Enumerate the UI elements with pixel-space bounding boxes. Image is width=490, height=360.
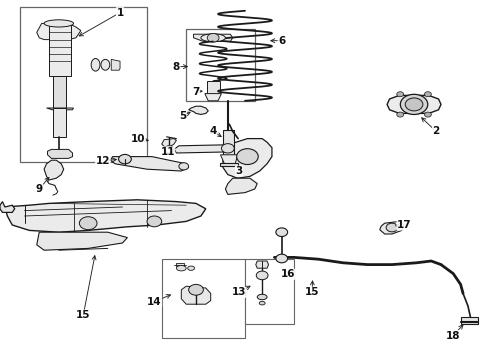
Polygon shape [220, 163, 238, 166]
Polygon shape [387, 95, 441, 113]
Polygon shape [461, 317, 478, 324]
Polygon shape [205, 94, 221, 101]
Polygon shape [47, 108, 74, 110]
Text: 10: 10 [131, 134, 146, 144]
Text: 15: 15 [305, 287, 319, 297]
Text: 2: 2 [433, 126, 440, 136]
Polygon shape [49, 25, 71, 76]
Polygon shape [37, 232, 127, 250]
Text: 7: 7 [192, 87, 200, 97]
Polygon shape [44, 160, 64, 180]
Polygon shape [207, 81, 220, 94]
Bar [245, 259, 294, 324]
Text: 18: 18 [446, 330, 461, 341]
Polygon shape [110, 157, 189, 171]
Circle shape [79, 217, 97, 230]
Circle shape [400, 94, 428, 114]
Circle shape [276, 254, 288, 263]
Circle shape [386, 223, 398, 232]
Polygon shape [162, 139, 176, 149]
Circle shape [397, 92, 404, 97]
Circle shape [276, 228, 288, 237]
Polygon shape [181, 286, 211, 304]
Polygon shape [5, 200, 206, 232]
Polygon shape [225, 178, 257, 194]
Text: 4: 4 [209, 126, 217, 136]
Ellipse shape [101, 59, 110, 70]
Polygon shape [174, 145, 233, 153]
Polygon shape [194, 34, 233, 41]
Text: 5: 5 [179, 111, 186, 121]
Text: 17: 17 [397, 220, 412, 230]
Polygon shape [220, 155, 238, 164]
Circle shape [237, 149, 258, 165]
Circle shape [424, 112, 431, 117]
Circle shape [397, 112, 404, 117]
Circle shape [119, 154, 131, 164]
Polygon shape [176, 263, 184, 266]
Polygon shape [189, 106, 208, 114]
Ellipse shape [44, 20, 74, 27]
Circle shape [147, 216, 162, 227]
Text: 11: 11 [160, 147, 175, 157]
Bar [20, 7, 147, 162]
Ellipse shape [91, 58, 100, 71]
Bar [162, 259, 245, 338]
Polygon shape [53, 76, 66, 108]
Text: 9: 9 [36, 184, 43, 194]
Circle shape [405, 98, 423, 111]
Polygon shape [37, 23, 81, 40]
Ellipse shape [188, 266, 195, 270]
Polygon shape [380, 221, 404, 234]
Text: 8: 8 [173, 62, 180, 72]
Polygon shape [223, 139, 272, 178]
Circle shape [164, 146, 174, 153]
Circle shape [189, 284, 203, 295]
Ellipse shape [201, 34, 225, 42]
Polygon shape [0, 202, 15, 212]
Ellipse shape [259, 301, 265, 305]
Circle shape [256, 271, 268, 280]
Text: 6: 6 [278, 36, 285, 46]
Ellipse shape [257, 294, 267, 300]
Text: 16: 16 [280, 269, 295, 279]
Bar [186, 29, 255, 101]
Text: 1: 1 [117, 8, 123, 18]
Text: 3: 3 [236, 166, 243, 176]
Text: 12: 12 [96, 156, 110, 166]
Polygon shape [48, 149, 73, 158]
Circle shape [221, 144, 234, 153]
Text: 14: 14 [147, 297, 162, 307]
Text: 15: 15 [76, 310, 91, 320]
Polygon shape [53, 108, 66, 137]
Circle shape [207, 33, 219, 42]
Polygon shape [111, 59, 120, 70]
Circle shape [179, 163, 189, 170]
Polygon shape [223, 130, 234, 155]
Ellipse shape [176, 266, 186, 271]
Text: 13: 13 [231, 287, 246, 297]
Polygon shape [256, 261, 269, 268]
Circle shape [424, 92, 431, 97]
